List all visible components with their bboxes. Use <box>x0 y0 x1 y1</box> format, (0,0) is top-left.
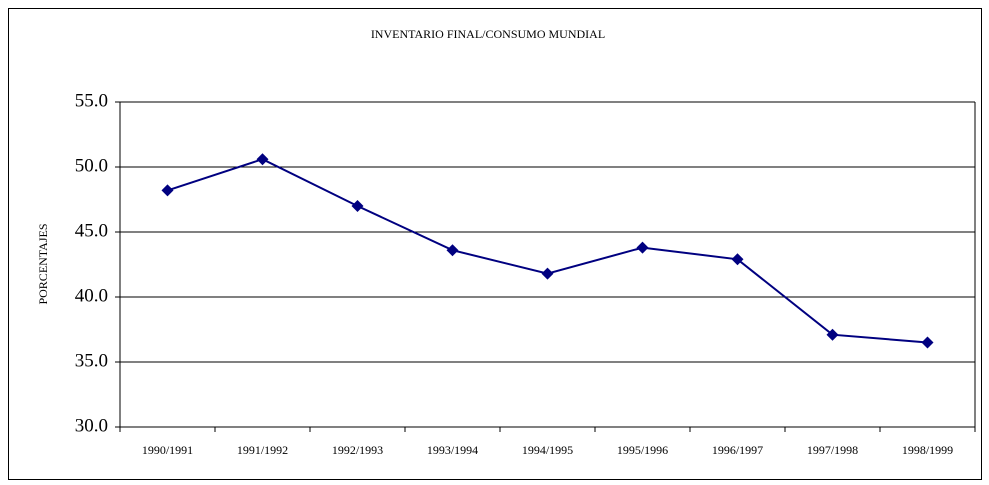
x-tick-label: 1994/1995 <box>522 443 573 457</box>
y-tick-label: 45.0 <box>75 220 108 241</box>
x-tick-label: 1992/1993 <box>332 443 383 457</box>
x-tick-label: 1996/1997 <box>712 443 763 457</box>
data-point <box>731 253 744 266</box>
data-point <box>826 328 839 341</box>
y-tick-label: 40.0 <box>75 285 108 306</box>
y-tick-label: 50.0 <box>75 155 108 176</box>
data-point <box>446 244 459 257</box>
y-tick-label: 55.0 <box>75 90 108 111</box>
data-point <box>921 336 934 349</box>
x-tick-label: 1997/1998 <box>807 443 858 457</box>
y-tick-label: 35.0 <box>75 350 108 371</box>
data-point <box>541 267 554 280</box>
x-tick-label: 1995/1996 <box>617 443 668 457</box>
x-tick-label: 1993/1994 <box>427 443 478 457</box>
data-point <box>351 200 364 212</box>
x-tick-label: 1998/1999 <box>902 443 953 457</box>
x-tick-label: 1990/1991 <box>142 443 193 457</box>
x-tick-label: 1991/1992 <box>237 443 288 457</box>
chart-frame <box>8 8 982 480</box>
y-axis-label: PORCENTAJES <box>36 223 50 304</box>
y-tick-label: 30.0 <box>75 415 108 436</box>
data-point <box>161 184 174 197</box>
data-point <box>636 241 649 254</box>
data-point <box>256 153 269 166</box>
chart-title: INVENTARIO FINAL/CONSUMO MUNDIAL <box>371 27 605 41</box>
